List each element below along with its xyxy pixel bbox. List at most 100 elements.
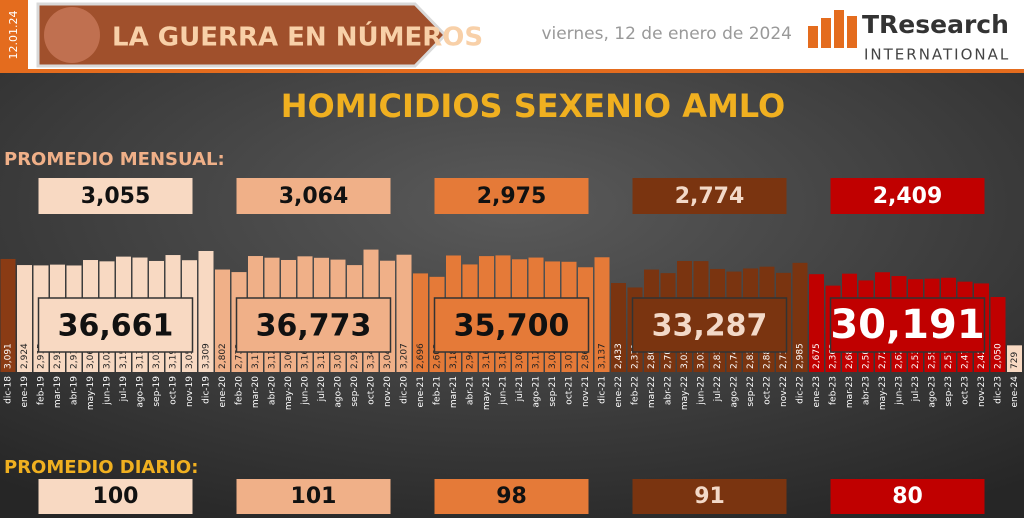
x-tick-label: mar-22 [647,376,657,408]
x-tick-label: mar-20 [251,376,261,408]
banner [36,2,448,68]
x-tick-label: feb-21 [433,376,443,405]
x-tick-label: sep-22 [746,376,756,407]
annual-box [631,297,788,353]
bar [594,257,610,372]
bar [413,273,428,372]
value-label: 3,123 [317,343,327,369]
value-label: 2,864 [581,343,591,369]
daily-box [434,479,589,514]
monthly-box [236,178,391,214]
logo: TResearch INTERNATIONAL [808,10,1009,64]
value-label: 2,538 [911,343,921,369]
x-tick-label: abr-19 [70,376,80,405]
x-tick-label: mar-19 [53,376,63,408]
value-label: 2,703 [664,343,674,369]
value-label: 2,801 [647,343,657,369]
x-tick-label: ago-23 [928,376,938,408]
daily-box [38,479,193,514]
value-label: 3,188 [499,343,509,369]
value-label: 2,923 [350,343,360,369]
value-label: 3,082 [515,343,525,369]
x-tick-label: may-21 [482,376,492,410]
bar [809,274,824,372]
annual-box [235,297,392,353]
x-tick-label: ene-22 [614,376,624,407]
value-label: 3,169 [482,343,492,369]
bar [1007,345,1022,372]
bar [990,297,1006,372]
value-label: 2,985 [796,343,806,369]
annual-box [829,297,986,353]
value-label: 2,915 [37,343,47,369]
bar [215,269,230,372]
annual-total: 36,661 [58,309,174,344]
value-label: 3,063 [284,343,294,369]
value-label: 2,422 [977,343,987,369]
x-tick-label: may-19 [86,376,96,410]
value-label: 3,091 [4,343,14,369]
x-tick-label: oct-22 [763,376,773,405]
header-rule [0,69,1024,73]
value-label: 3,186 [449,343,459,369]
value-label: 3,014 [565,343,575,369]
value-label: 3,207 [400,343,410,369]
annual-box [37,297,194,353]
x-tick-label: jul-22 [713,376,723,402]
annual-total: 36,773 [256,309,372,344]
value-label: 2,504 [862,343,872,369]
annual-total: 33,287 [652,309,768,344]
x-tick-label: sep-19 [152,376,162,407]
value-label: 2,746 [730,343,740,369]
x-tick-label: jun-22 [697,376,707,406]
value-label: 2,936 [53,343,63,369]
monthly-value: 3,055 [81,184,151,209]
daily-value: 80 [892,484,923,509]
value-label: 2,470 [961,343,971,369]
value-label: 3,043 [383,343,393,369]
monthly-value: 2,774 [675,184,745,209]
x-tick-label: abr-23 [862,376,872,405]
x-tick-label: feb-19 [37,376,47,405]
x-tick-label: ene-20 [218,376,228,408]
daily-box [632,479,787,514]
value-label: 3,062 [86,343,96,369]
value-label: 2,880 [763,343,773,369]
value-label: 2,818 [713,343,723,369]
x-tick-label: ene-23 [812,376,822,407]
value-label: 3,126 [268,343,278,369]
x-tick-label: nov-20 [383,376,393,407]
x-tick-label: nov-21 [581,376,591,407]
x-tick-label: dic-21 [598,376,608,404]
value-label: 3,163 [301,343,311,369]
x-tick-label: nov-19 [185,376,195,407]
value-label: 2,802 [218,343,228,369]
value-label: 3,155 [119,343,129,369]
x-tick-label: abr-22 [664,376,674,405]
value-label: 2,728 [878,343,888,369]
x-tick-label: mar-23 [845,376,855,408]
value-label: 2,675 [812,343,822,369]
bar [396,254,412,372]
date-tag: 12.01.24 [7,11,20,60]
value-label: 2,577 [944,343,954,369]
x-tick-label: may-23 [878,376,888,410]
value-label: 2,362 [829,343,839,369]
monthly-box [632,178,787,214]
banner-text: LA GUERRA EN NÚMEROS [112,21,483,53]
x-tick-label: ago-19 [136,376,146,408]
value-label: 3,130 [136,343,146,369]
value-label: 3,171 [251,343,261,369]
daily-label: PROMEDIO DIARIO: [4,457,198,478]
value-label: 3,026 [103,343,113,369]
value-label: 2,924 [20,343,30,369]
value-label: 2,941 [466,343,476,369]
value-label: 3,347 [367,343,377,369]
value-label: 2,433 [614,343,624,369]
x-tick-label: feb-22 [631,376,641,405]
daily-value: 98 [496,484,527,509]
value-label: 2,050 [994,343,1004,369]
value-label: 3,057 [185,343,195,369]
annual-box [433,297,590,353]
value-label: 3,137 [598,343,608,369]
